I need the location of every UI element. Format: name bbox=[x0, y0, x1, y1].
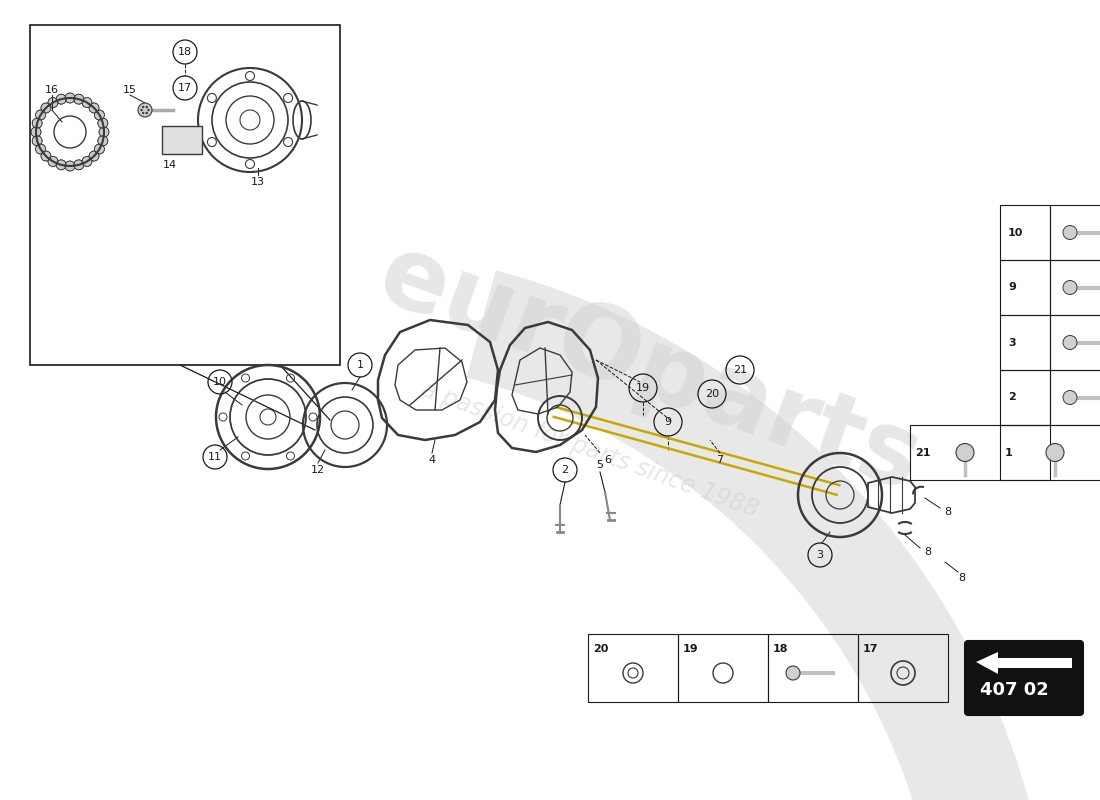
Bar bbox=[588, 634, 678, 702]
Text: 9: 9 bbox=[664, 417, 672, 427]
Circle shape bbox=[145, 112, 147, 114]
Text: 407 02: 407 02 bbox=[980, 681, 1048, 699]
Circle shape bbox=[99, 127, 109, 137]
Bar bbox=[1000, 315, 1050, 370]
Circle shape bbox=[147, 109, 150, 111]
Bar bbox=[1050, 315, 1100, 370]
Bar bbox=[30, 25, 340, 365]
Text: 18: 18 bbox=[178, 47, 192, 57]
Bar bbox=[1000, 425, 1100, 480]
Circle shape bbox=[1063, 390, 1077, 405]
Circle shape bbox=[35, 110, 45, 120]
Circle shape bbox=[142, 112, 144, 114]
Circle shape bbox=[98, 118, 108, 128]
Circle shape bbox=[82, 157, 92, 166]
Text: 20: 20 bbox=[593, 644, 608, 654]
Bar bbox=[1050, 260, 1100, 315]
Text: 19: 19 bbox=[636, 383, 650, 393]
Text: 17: 17 bbox=[178, 83, 192, 93]
Text: 2: 2 bbox=[561, 465, 569, 475]
Text: 21: 21 bbox=[915, 447, 931, 458]
Circle shape bbox=[1046, 443, 1064, 462]
Bar bbox=[768, 634, 858, 702]
Text: eurOparts: eurOparts bbox=[366, 227, 934, 513]
Circle shape bbox=[95, 110, 104, 120]
Circle shape bbox=[65, 161, 75, 171]
Text: 8: 8 bbox=[945, 507, 952, 517]
Bar bbox=[1000, 205, 1050, 260]
Circle shape bbox=[786, 666, 800, 680]
Circle shape bbox=[1063, 226, 1077, 239]
Circle shape bbox=[32, 136, 42, 146]
Bar bbox=[910, 425, 1050, 480]
Circle shape bbox=[82, 98, 92, 107]
Circle shape bbox=[41, 103, 51, 113]
FancyBboxPatch shape bbox=[965, 641, 1084, 715]
Circle shape bbox=[74, 94, 84, 104]
Text: 11: 11 bbox=[208, 452, 222, 462]
Circle shape bbox=[142, 106, 144, 108]
Text: 4: 4 bbox=[428, 455, 436, 465]
Circle shape bbox=[35, 144, 45, 154]
Circle shape bbox=[74, 160, 84, 170]
Circle shape bbox=[138, 103, 152, 117]
Circle shape bbox=[89, 151, 99, 161]
Text: 13: 13 bbox=[251, 177, 265, 187]
Bar bbox=[1050, 370, 1100, 425]
Text: 10: 10 bbox=[1008, 227, 1023, 238]
Polygon shape bbox=[976, 652, 1072, 674]
Circle shape bbox=[41, 151, 51, 161]
Circle shape bbox=[141, 109, 143, 111]
Text: 8: 8 bbox=[958, 573, 966, 583]
Circle shape bbox=[56, 94, 66, 104]
Text: 1: 1 bbox=[356, 360, 363, 370]
Bar bbox=[858, 634, 948, 702]
Circle shape bbox=[48, 98, 58, 107]
Circle shape bbox=[1063, 335, 1077, 350]
Text: 9: 9 bbox=[1008, 282, 1016, 293]
Text: 20: 20 bbox=[705, 389, 719, 399]
Text: 8: 8 bbox=[924, 547, 932, 557]
Text: 2: 2 bbox=[1008, 393, 1015, 402]
Bar bbox=[1000, 260, 1050, 315]
Circle shape bbox=[145, 106, 147, 108]
Text: 19: 19 bbox=[683, 644, 698, 654]
Bar bbox=[1000, 370, 1050, 425]
Text: a passion for parts since 1988: a passion for parts since 1988 bbox=[418, 378, 762, 522]
Text: 6: 6 bbox=[605, 455, 612, 465]
Circle shape bbox=[32, 118, 42, 128]
Bar bbox=[678, 634, 768, 702]
Circle shape bbox=[56, 160, 66, 170]
Text: 3: 3 bbox=[816, 550, 824, 560]
Text: 18: 18 bbox=[773, 644, 789, 654]
Circle shape bbox=[95, 144, 104, 154]
Text: 21: 21 bbox=[733, 365, 747, 375]
Circle shape bbox=[65, 93, 75, 103]
Bar bbox=[162, 126, 202, 154]
Circle shape bbox=[956, 443, 974, 462]
Circle shape bbox=[48, 157, 58, 166]
Text: 17: 17 bbox=[864, 644, 879, 654]
Text: 10: 10 bbox=[213, 377, 227, 387]
Text: 16: 16 bbox=[45, 85, 59, 95]
Text: 5: 5 bbox=[596, 460, 604, 470]
Circle shape bbox=[1063, 281, 1077, 294]
Text: 15: 15 bbox=[123, 85, 138, 95]
Circle shape bbox=[89, 103, 99, 113]
Text: 14: 14 bbox=[163, 160, 177, 170]
Text: 7: 7 bbox=[716, 455, 724, 465]
Circle shape bbox=[98, 136, 108, 146]
Circle shape bbox=[31, 127, 41, 137]
Text: 1: 1 bbox=[1005, 447, 1013, 458]
Text: 3: 3 bbox=[1008, 338, 1015, 347]
Bar bbox=[1050, 205, 1100, 260]
Text: 12: 12 bbox=[311, 465, 326, 475]
